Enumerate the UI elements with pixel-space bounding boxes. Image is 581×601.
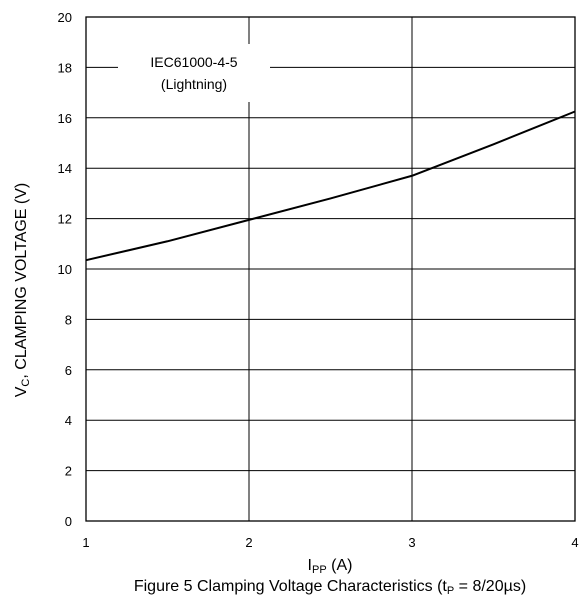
x-tick-label-3: 3 xyxy=(408,535,415,550)
x-tick-label-1: 1 xyxy=(82,535,89,550)
y-tick-label-20: 20 xyxy=(58,10,72,25)
x-tick-labels: 1 2 3 4 xyxy=(82,535,578,550)
y-tick-label-10: 10 xyxy=(58,262,72,277)
y-tick-labels: 0 2 4 6 8 10 12 14 16 18 20 xyxy=(58,10,72,529)
y-tick-label-12: 12 xyxy=(58,212,72,227)
series-group xyxy=(85,110,576,262)
y-tick-label-6: 6 xyxy=(65,363,72,378)
figure-caption: Figure 5 Clamping Voltage Characteristic… xyxy=(134,578,526,597)
y-tick-label-14: 14 xyxy=(58,161,72,176)
annotation-line-2: (Lightning) xyxy=(161,76,227,92)
grid xyxy=(86,17,575,521)
y-tick-label-4: 4 xyxy=(65,413,72,428)
y-tick-label-18: 18 xyxy=(58,60,72,75)
annotation-background xyxy=(118,44,270,102)
plot-frame xyxy=(85,16,576,522)
x-tick-label-4: 4 xyxy=(571,535,578,550)
annotation-line-1: IEC61000-4-5 xyxy=(150,54,237,70)
y-tick-label-2: 2 xyxy=(65,464,72,479)
y-axis-title: VC, CLAMPING VOLTAGE (V) xyxy=(13,183,32,398)
series-line-0 xyxy=(85,110,576,262)
y-tick-label-16: 16 xyxy=(58,111,72,126)
y-tick-label-0: 0 xyxy=(65,514,72,529)
x-tick-label-2: 2 xyxy=(245,535,252,550)
x-axis-title: IPP (A) xyxy=(308,557,353,576)
y-tick-label-8: 8 xyxy=(65,312,72,327)
